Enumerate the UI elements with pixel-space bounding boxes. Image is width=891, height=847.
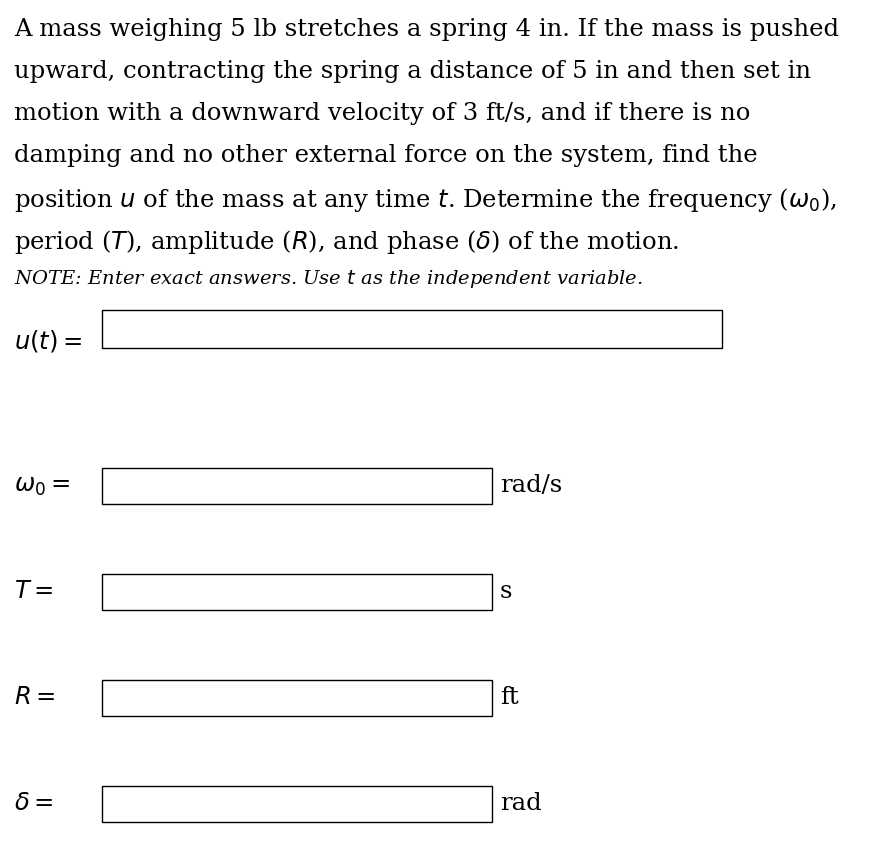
Text: $\delta =$: $\delta =$ [14, 793, 53, 816]
Text: s: s [500, 580, 512, 604]
FancyBboxPatch shape [102, 786, 492, 822]
Text: $u(t) =$: $u(t) =$ [14, 328, 82, 354]
Text: rad: rad [500, 793, 542, 816]
FancyBboxPatch shape [102, 574, 492, 610]
Text: position $u$ of the mass at any time $t$. Determine the frequency ($\omega_0$),: position $u$ of the mass at any time $t$… [14, 186, 837, 214]
Text: $T =$: $T =$ [14, 580, 53, 604]
FancyBboxPatch shape [102, 468, 492, 504]
Text: A mass weighing 5 lb stretches a spring 4 in. If the mass is pushed: A mass weighing 5 lb stretches a spring … [14, 18, 839, 41]
Text: damping and no other external force on the system, find the: damping and no other external force on t… [14, 144, 757, 167]
Text: upward, contracting the spring a distance of 5 in and then set in: upward, contracting the spring a distanc… [14, 60, 811, 83]
Text: $\omega_0 =$: $\omega_0 =$ [14, 474, 70, 497]
FancyBboxPatch shape [102, 680, 492, 716]
Text: ft: ft [500, 687, 519, 710]
Text: motion with a downward velocity of 3 ft/s, and if there is no: motion with a downward velocity of 3 ft/… [14, 102, 750, 125]
Text: NOTE: Enter exact answers. Use $t$ as the independent variable.: NOTE: Enter exact answers. Use $t$ as th… [14, 268, 643, 290]
Text: period ($T$), amplitude ($R$), and phase ($\delta$) of the motion.: period ($T$), amplitude ($R$), and phase… [14, 228, 679, 256]
Text: $R =$: $R =$ [14, 687, 55, 710]
FancyBboxPatch shape [102, 310, 722, 348]
Text: rad/s: rad/s [500, 474, 562, 497]
